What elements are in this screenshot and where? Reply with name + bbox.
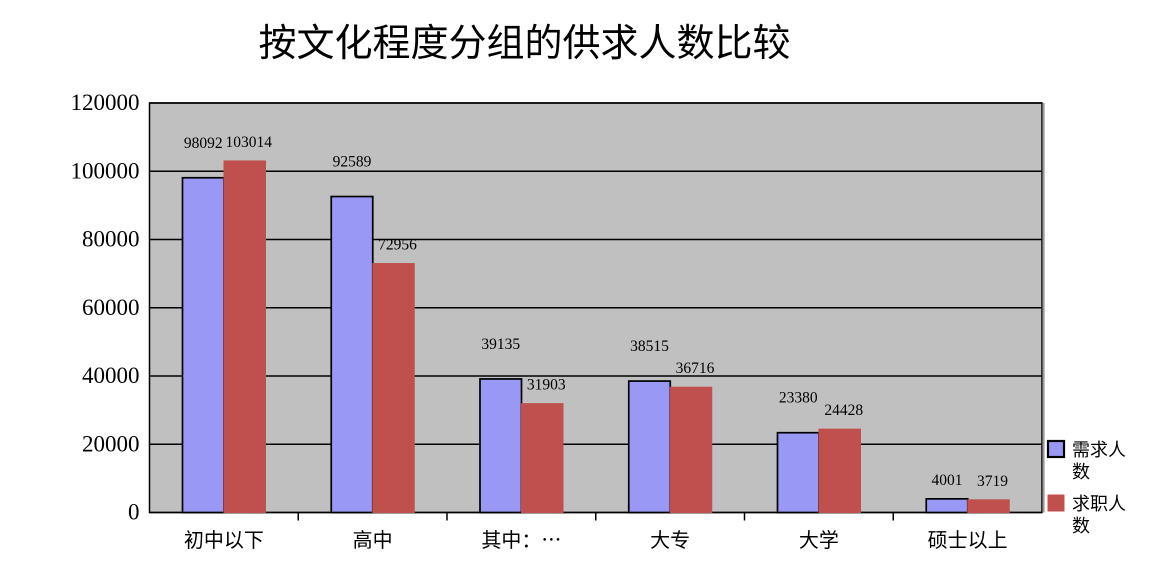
svg-text:0: 0 bbox=[128, 500, 140, 525]
svg-text:92589: 92589 bbox=[333, 154, 372, 171]
svg-text:硕士以上: 硕士以上 bbox=[928, 529, 1008, 552]
svg-text:36716: 36716 bbox=[676, 360, 715, 377]
svg-text:31903: 31903 bbox=[527, 377, 566, 394]
svg-text:3719: 3719 bbox=[977, 473, 1008, 490]
svg-text:72956: 72956 bbox=[378, 237, 417, 254]
svg-text:24428: 24428 bbox=[824, 402, 863, 419]
svg-text:高中: 高中 bbox=[353, 529, 393, 552]
svg-text:120000: 120000 bbox=[71, 90, 140, 115]
svg-text:数: 数 bbox=[1072, 462, 1090, 482]
svg-text:39135: 39135 bbox=[481, 336, 520, 353]
svg-text:求职人: 求职人 bbox=[1072, 494, 1126, 514]
svg-text:38515: 38515 bbox=[630, 338, 669, 355]
svg-text:40000: 40000 bbox=[82, 363, 140, 388]
svg-text:20000: 20000 bbox=[82, 431, 140, 456]
svg-text:数: 数 bbox=[1072, 516, 1090, 536]
svg-text:98092: 98092 bbox=[184, 135, 223, 152]
svg-text:大专: 大专 bbox=[650, 529, 690, 552]
svg-text:100000: 100000 bbox=[71, 158, 140, 183]
svg-text:4001: 4001 bbox=[932, 472, 963, 489]
svg-text:60000: 60000 bbox=[82, 295, 140, 320]
svg-text:大学: 大学 bbox=[799, 529, 839, 552]
svg-text:初中以下: 初中以下 bbox=[184, 529, 264, 552]
svg-text:23380: 23380 bbox=[779, 390, 818, 407]
svg-text:需求人: 需求人 bbox=[1072, 440, 1126, 460]
svg-text:103014: 103014 bbox=[226, 134, 273, 151]
svg-text:其中：⋯: 其中：⋯ bbox=[481, 529, 561, 552]
svg-text:80000: 80000 bbox=[82, 227, 140, 252]
